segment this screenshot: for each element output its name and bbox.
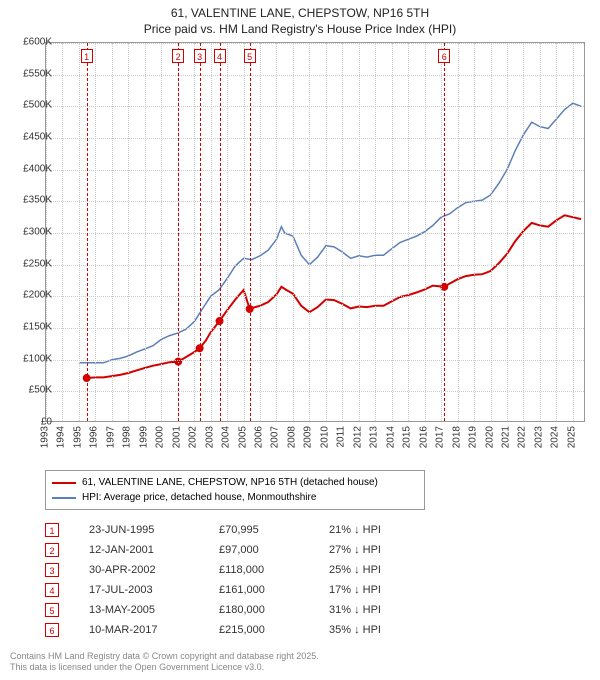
x-tick-label: 1994 <box>56 426 67 448</box>
sale-num-box: 4 <box>45 583 59 597</box>
x-tick-label: 2011 <box>336 426 347 448</box>
sale-num-box: 6 <box>45 623 59 637</box>
sales-row: 3 30-APR-2002 £118,000 25% ↓ HPI <box>45 560 419 580</box>
legend-row-hpi: HPI: Average price, detached house, Monm… <box>52 490 418 505</box>
sale-pct: 21% ↓ HPI <box>329 524 419 536</box>
x-tick-label: 2007 <box>270 426 281 448</box>
x-tick-label: 2000 <box>155 426 166 448</box>
sales-row: 6 10-MAR-2017 £215,000 35% ↓ HPI <box>45 620 419 640</box>
sale-marker-2: 2 <box>172 49 184 63</box>
x-tick-label: 2018 <box>451 426 462 448</box>
y-tick-label: £550K <box>12 68 52 79</box>
sale-price: £215,000 <box>219 624 299 636</box>
sale-date: 10-MAR-2017 <box>89 624 189 636</box>
x-tick-label: 2012 <box>352 426 363 448</box>
y-tick-label: £250K <box>12 258 52 269</box>
sale-marker-1: 1 <box>81 49 93 63</box>
x-tick-label: 2017 <box>435 426 446 448</box>
sale-pct: 31% ↓ HPI <box>329 604 419 616</box>
title-line-2: Price paid vs. HM Land Registry's House … <box>0 22 600 38</box>
x-tick-label: 2013 <box>369 426 380 448</box>
sales-table: 1 23-JUN-1995 £70,995 21% ↓ HPI 2 12-JAN-2001… <box>45 520 419 640</box>
sale-price: £97,000 <box>219 544 299 556</box>
x-tick-label: 2015 <box>402 426 413 448</box>
sale-date: 30-APR-2002 <box>89 564 189 576</box>
footer-line-1: Contains HM Land Registry data © Crown c… <box>10 651 319 663</box>
sale-num-box: 2 <box>45 543 59 557</box>
y-tick-label: £600K <box>12 37 52 48</box>
sale-marker-4: 4 <box>214 49 226 63</box>
x-tick-label: 2002 <box>188 426 199 448</box>
y-tick-label: £200K <box>12 290 52 301</box>
sales-row: 2 12-JAN-2001 £97,000 27% ↓ HPI <box>45 540 419 560</box>
legend-swatch-property <box>52 482 76 484</box>
x-tick-label: 2025 <box>566 426 577 448</box>
legend-label-property: 61, VALENTINE LANE, CHEPSTOW, NP16 5TH (… <box>82 475 378 490</box>
sale-date: 17-JUL-2003 <box>89 584 189 596</box>
price-chart: 1 234 5 6 <box>45 42 585 422</box>
y-tick-label: £100K <box>12 353 52 364</box>
sale-marker-6: 6 <box>438 49 450 63</box>
x-tick-label: 1996 <box>89 426 100 448</box>
sale-price: £180,000 <box>219 604 299 616</box>
x-tick-label: 2005 <box>237 426 248 448</box>
sales-row: 4 17-JUL-2003 £161,000 17% ↓ HPI <box>45 580 419 600</box>
footer-attribution: Contains HM Land Registry data © Crown c… <box>10 651 319 674</box>
x-tick-label: 1995 <box>72 426 83 448</box>
sale-num-box: 1 <box>45 523 59 537</box>
x-tick-label: 2004 <box>221 426 232 448</box>
y-tick-label: £500K <box>12 100 52 111</box>
chart-title: 61, VALENTINE LANE, CHEPSTOW, NP16 5TH P… <box>0 0 600 39</box>
x-tick-label: 1993 <box>40 426 51 448</box>
x-tick-label: 2001 <box>171 426 182 448</box>
chart-svg <box>46 43 584 421</box>
x-tick-label: 2014 <box>385 426 396 448</box>
sales-row: 1 23-JUN-1995 £70,995 21% ↓ HPI <box>45 520 419 540</box>
sale-date: 13-MAY-2005 <box>89 604 189 616</box>
sale-price: £118,000 <box>219 564 299 576</box>
x-tick-label: 2016 <box>418 426 429 448</box>
x-tick-label: 1999 <box>138 426 149 448</box>
x-tick-label: 2009 <box>303 426 314 448</box>
sale-price: £70,995 <box>219 524 299 536</box>
x-tick-label: 2010 <box>319 426 330 448</box>
x-tick-label: 2008 <box>286 426 297 448</box>
x-tick-label: 2024 <box>550 426 561 448</box>
sale-pct: 25% ↓ HPI <box>329 564 419 576</box>
sale-pct: 27% ↓ HPI <box>329 544 419 556</box>
sale-marker-3: 3 <box>194 49 206 63</box>
x-tick-label: 2006 <box>254 426 265 448</box>
sale-date: 23-JUN-1995 <box>89 524 189 536</box>
sale-pct: 35% ↓ HPI <box>329 624 419 636</box>
sale-price: £161,000 <box>219 584 299 596</box>
x-tick-label: 2003 <box>204 426 215 448</box>
chart-legend: 61, VALENTINE LANE, CHEPSTOW, NP16 5TH (… <box>45 470 425 510</box>
y-tick-label: £300K <box>12 227 52 238</box>
footer-line-2: This data is licensed under the Open Gov… <box>10 662 319 674</box>
sale-num-box: 3 <box>45 563 59 577</box>
x-tick-label: 2019 <box>468 426 479 448</box>
legend-label-hpi: HPI: Average price, detached house, Monm… <box>82 490 316 505</box>
sale-date: 12-JAN-2001 <box>89 544 189 556</box>
x-tick-label: 2020 <box>484 426 495 448</box>
y-tick-label: £150K <box>12 322 52 333</box>
x-tick-label: 2021 <box>500 426 511 448</box>
legend-swatch-hpi <box>52 497 76 499</box>
sale-pct: 17% ↓ HPI <box>329 584 419 596</box>
title-line-1: 61, VALENTINE LANE, CHEPSTOW, NP16 5TH <box>0 6 600 22</box>
x-tick-label: 1997 <box>105 426 116 448</box>
y-tick-label: £450K <box>12 132 52 143</box>
sales-row: 5 13-MAY-2005 £180,000 31% ↓ HPI <box>45 600 419 620</box>
legend-row-property: 61, VALENTINE LANE, CHEPSTOW, NP16 5TH (… <box>52 475 418 490</box>
sale-marker-5: 5 <box>244 49 256 63</box>
sale-num-box: 5 <box>45 603 59 617</box>
x-tick-label: 1998 <box>122 426 133 448</box>
y-tick-label: £50K <box>12 385 52 396</box>
y-tick-label: £350K <box>12 195 52 206</box>
x-tick-label: 2023 <box>533 426 544 448</box>
x-tick-label: 2022 <box>517 426 528 448</box>
y-tick-label: £400K <box>12 163 52 174</box>
